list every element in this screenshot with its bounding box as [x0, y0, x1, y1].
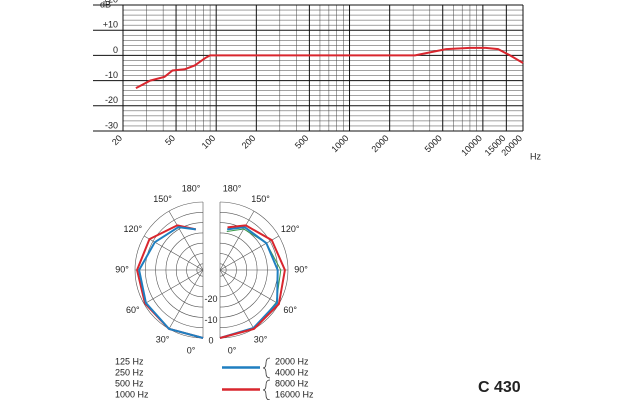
legend-label: 2000 Hz: [275, 356, 309, 366]
ring-label: 0: [208, 335, 213, 345]
angle-label: 150°: [251, 194, 270, 204]
polar-spoke: [143, 269, 204, 305]
polar-curve: [219, 224, 286, 339]
legend-label: 16000 Hz: [275, 389, 314, 399]
y-tick-label: -30: [105, 120, 118, 130]
y-tick-label: -10: [105, 70, 118, 80]
polar-curve: [136, 224, 204, 339]
ring-label: -20: [204, 294, 217, 304]
polar-spoke: [219, 269, 280, 305]
polar-spoke: [143, 235, 204, 271]
ring-label: -10: [204, 315, 217, 325]
angle-label: 180°: [182, 183, 201, 193]
x-axis-label: Hz: [530, 151, 541, 161]
polar-spoke: [219, 235, 280, 271]
angle-label: 90°: [294, 264, 308, 274]
model-name: C 430: [478, 379, 521, 396]
polar-curve: [138, 226, 204, 339]
angle-label: 120°: [124, 224, 143, 234]
legend-label: 250 Hz: [115, 367, 144, 377]
legend-label: 8000 Hz: [275, 378, 309, 388]
x-tick-label: 50: [163, 133, 177, 147]
y-tick-label: -20: [105, 95, 118, 105]
y-tick-label: +10: [103, 20, 118, 30]
legend-label: 500 Hz: [115, 378, 144, 388]
angle-label: 60°: [283, 305, 297, 315]
polar-curve: [219, 226, 279, 339]
x-tick-label: 200: [240, 133, 258, 151]
angle-label: 60°: [126, 305, 140, 315]
legend-label: 125 Hz: [115, 356, 144, 366]
y-tick-label: 0: [113, 45, 118, 55]
y-tick-label: +20: [103, 0, 118, 4]
x-tick-label: 20: [110, 133, 124, 147]
angle-label: 120°: [281, 224, 300, 234]
x-tick-label: 5000: [423, 133, 444, 154]
angle-label: 0°: [228, 345, 237, 355]
x-tick-label: 2000: [370, 133, 391, 154]
polar-spoke: [168, 269, 204, 330]
angle-label: 0°: [187, 345, 196, 355]
angle-label: 90°: [115, 264, 129, 274]
polar-spoke: [168, 210, 204, 271]
x-tick-label: 10000: [459, 133, 484, 158]
polar-spoke: [219, 210, 255, 271]
x-tick-label: 100: [200, 133, 218, 151]
response-curve: [135, 46, 524, 90]
angle-label: 150°: [153, 194, 172, 204]
legend-label: 4000 Hz: [275, 367, 309, 377]
legend-label: 1000 Hz: [115, 389, 149, 399]
x-tick-label: 1000: [329, 133, 350, 154]
angle-label: 30°: [156, 335, 170, 345]
polar-spoke: [219, 269, 255, 330]
angle-label: 30°: [254, 335, 268, 345]
legend-brace: [262, 357, 271, 400]
x-tick-label: 500: [293, 133, 311, 151]
angle-label: 180°: [223, 183, 242, 193]
polar-divider: [204, 190, 219, 360]
